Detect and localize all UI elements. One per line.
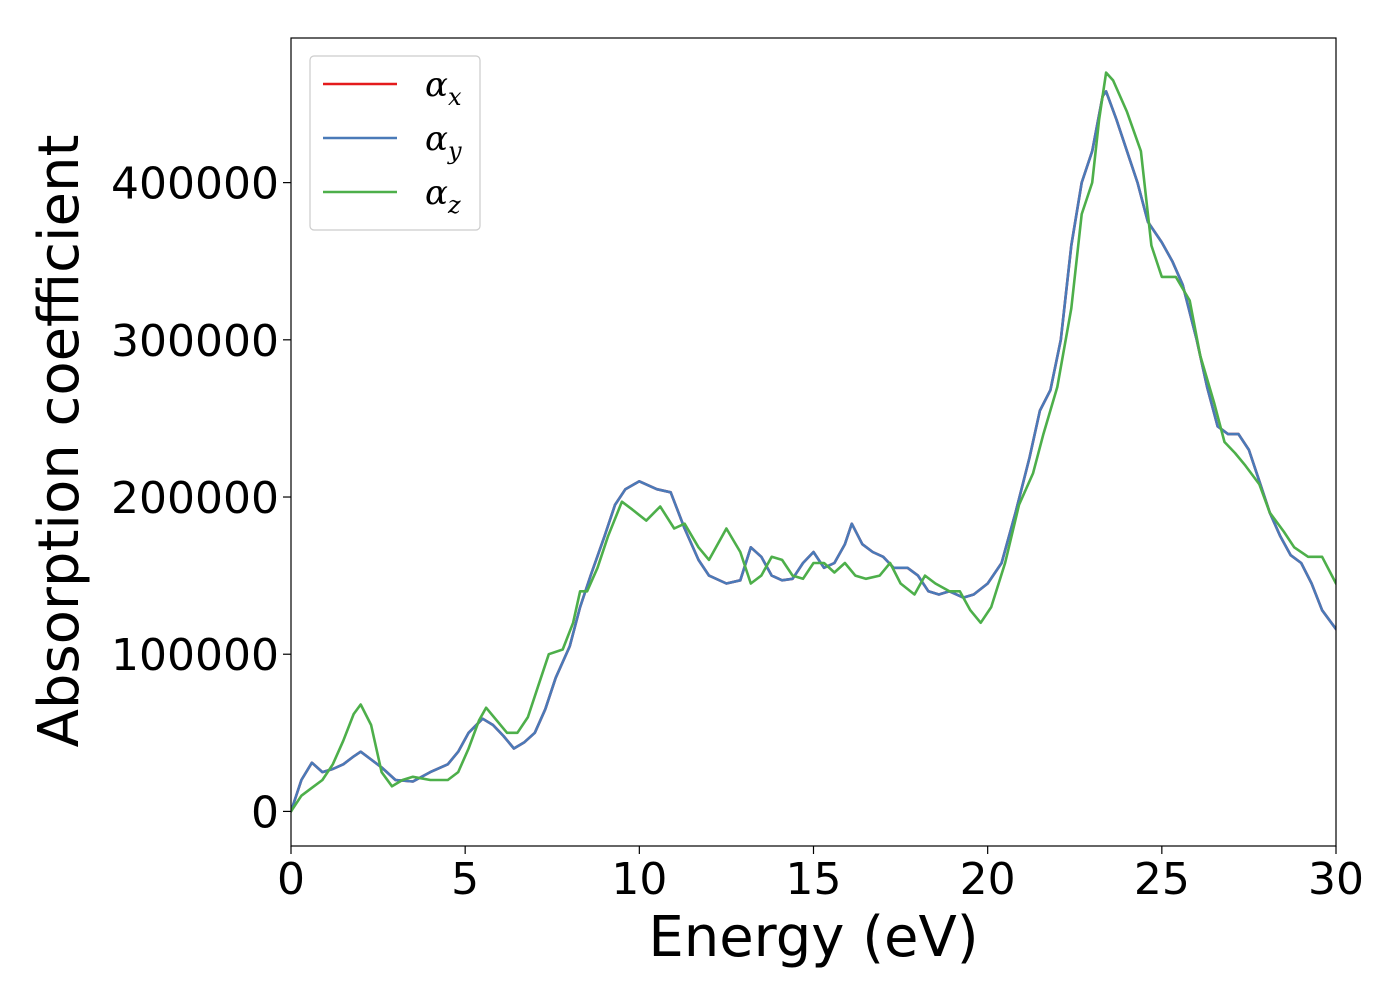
x-tick-label: 15 [786, 854, 842, 905]
y-axis-label: Absorption coefficient [27, 135, 92, 748]
x-tick-label: 5 [451, 854, 479, 905]
x-axis-label: Energy (eV) [648, 905, 978, 970]
y-axis-ticks: 0 100000 200000 300000 400000 [111, 159, 291, 838]
y-tick-label: 0 [251, 787, 279, 838]
legend-label-y: αy [425, 119, 462, 165]
legend-label-z: αz [425, 173, 461, 219]
legend-box [309, 55, 481, 231]
plot-area [291, 71, 1336, 813]
x-tick-label: 10 [611, 854, 667, 905]
x-tick-label: 0 [277, 854, 305, 905]
x-tick-label: 25 [1134, 854, 1190, 905]
legend: αx αy αz [309, 55, 481, 231]
y-tick-label: 400000 [111, 159, 279, 210]
series-line-y [291, 90, 1336, 813]
y-tick-label: 100000 [111, 630, 279, 681]
x-tick-label: 20 [960, 854, 1016, 905]
x-tick-label: 30 [1308, 854, 1364, 905]
series-line-z [291, 71, 1336, 813]
legend-label-x: αx [425, 65, 462, 111]
x-axis-ticks: 0 5 10 15 20 25 30 [277, 846, 1364, 905]
y-tick-label: 200000 [111, 473, 279, 524]
y-tick-label: 300000 [111, 316, 279, 367]
